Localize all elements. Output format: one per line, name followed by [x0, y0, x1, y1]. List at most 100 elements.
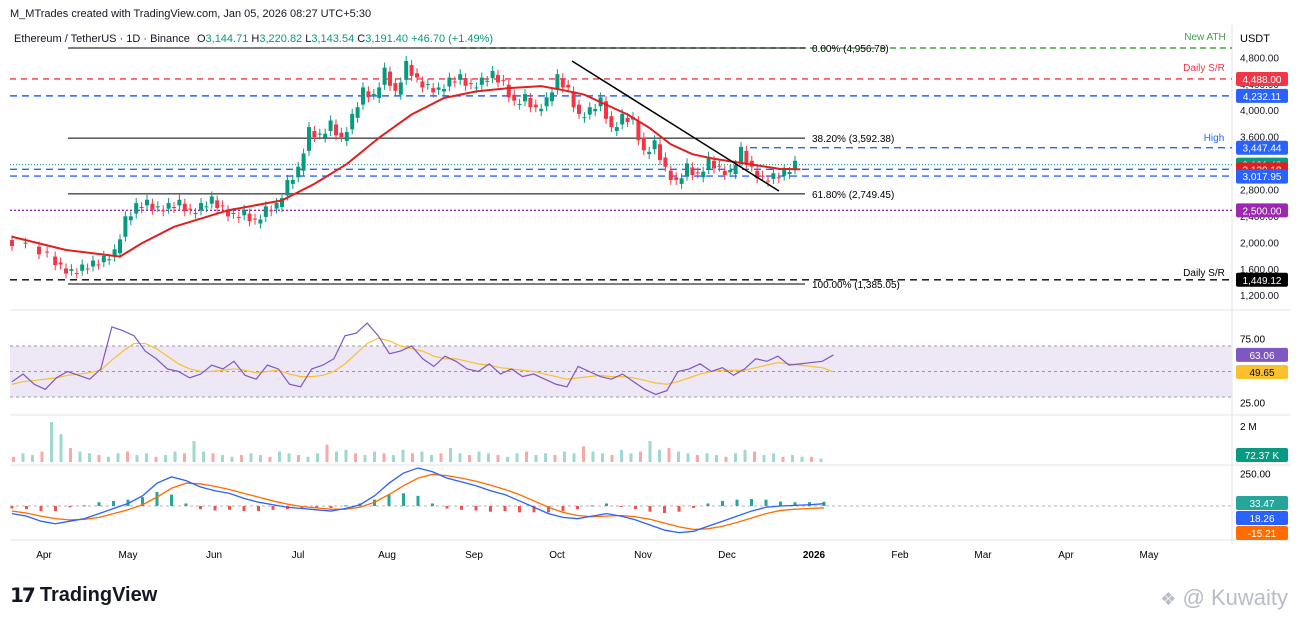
candle-body — [555, 74, 560, 90]
price-axis-badge — [1236, 203, 1288, 218]
volume-bar — [69, 448, 72, 462]
candle-body — [361, 87, 365, 105]
tradingview-logo[interactable]: 𝟭𝟳 TradingView — [10, 584, 158, 607]
candle-body — [528, 98, 533, 108]
candle-body — [404, 61, 409, 80]
x-axis-label: Jun — [206, 550, 222, 561]
candle-body — [334, 124, 338, 136]
candle-body — [587, 107, 592, 115]
macd-histogram-bar — [561, 506, 565, 512]
volume-bar — [724, 456, 728, 462]
macd-histogram-bar — [619, 506, 623, 507]
candle-body — [182, 203, 187, 212]
x-axis-label: Sep — [465, 550, 483, 561]
macd-histogram-bar — [793, 502, 797, 506]
candle-body — [45, 251, 50, 253]
volume-bar — [515, 453, 519, 462]
candle-body — [145, 199, 149, 206]
candle-body — [458, 74, 463, 80]
volume-bar — [145, 453, 148, 462]
x-axis-label: Apr — [36, 550, 52, 561]
chart-annotation: New ATH — [1184, 32, 1226, 43]
fib-label: 38.20% (3,592.38) — [812, 134, 894, 145]
volume-bar — [506, 456, 509, 462]
candle-body — [274, 203, 279, 209]
candle-body — [755, 170, 760, 179]
candle-body — [355, 107, 360, 118]
candle-body — [776, 177, 781, 179]
macd-histogram-bar — [242, 506, 246, 512]
volume-bar — [107, 456, 110, 462]
macd-histogram-bar — [692, 506, 695, 508]
macd-histogram-bar — [735, 499, 739, 506]
macd-histogram-bar — [25, 506, 28, 510]
volume-bar — [686, 453, 690, 462]
volume-bar — [658, 449, 661, 462]
volume-bar — [525, 451, 528, 462]
candle-body — [582, 117, 587, 119]
candle-body — [701, 171, 706, 178]
candle-body — [382, 67, 387, 85]
candle-body — [344, 132, 349, 141]
fib-label: 100.00% (1,385.05) — [812, 280, 900, 291]
candle-body — [431, 88, 436, 93]
x-axis-label: Dec — [718, 550, 736, 561]
ohlc-close: 3,191.40 — [365, 33, 409, 45]
volume-bar — [126, 451, 129, 462]
candle-body — [215, 200, 220, 209]
volume-badge — [1236, 448, 1288, 462]
candle-body — [571, 91, 576, 108]
volume-bar — [373, 451, 376, 462]
candle-body — [490, 70, 495, 79]
macd-histogram-bar — [228, 506, 231, 510]
candle-body — [193, 212, 198, 214]
volume-bar — [154, 456, 158, 462]
candle-body — [301, 153, 306, 171]
candle-body — [204, 206, 209, 208]
macd-histogram-bar — [460, 506, 463, 510]
descending-trendline — [571, 60, 780, 192]
volume-bar — [544, 453, 547, 462]
macd-histogram-bar — [112, 500, 115, 506]
macd-histogram-bar — [431, 503, 434, 506]
candle-body — [69, 269, 74, 271]
volume-bar — [59, 434, 63, 462]
macd-histogram-bar — [155, 492, 159, 506]
volume-bar — [477, 451, 481, 462]
candle-body — [782, 170, 787, 176]
macd-histogram-bar — [315, 506, 318, 508]
volume-bar — [791, 455, 794, 462]
candle-body — [463, 78, 468, 86]
volume-bar — [753, 451, 756, 462]
volume-bar — [439, 453, 443, 462]
y-axis-tick: 1,600.00 — [1240, 265, 1279, 276]
volume-bar — [363, 455, 367, 462]
symbol-legend[interactable]: Ethereum / TetherUS · 1D · Binance O3,14… — [14, 33, 493, 45]
price-axis-label: 4,488.00 — [1243, 75, 1282, 86]
volume-bar — [249, 453, 253, 462]
volume-bar — [620, 449, 623, 462]
candle-body — [339, 132, 344, 137]
candle-body — [760, 175, 765, 177]
volume-bar — [420, 451, 424, 462]
candle-body — [199, 203, 203, 211]
volume-bar — [582, 446, 585, 462]
volume-bar — [819, 458, 823, 462]
volume-bar — [325, 444, 329, 462]
macd-badge-label: 18.26 — [1249, 514, 1274, 525]
macd-badge — [1236, 526, 1288, 540]
price-axis-badge — [1236, 272, 1288, 287]
watermark-icon: ❖ — [1160, 589, 1177, 609]
candle-body — [150, 203, 155, 210]
candle-body — [236, 216, 241, 218]
macd-histogram-bar — [97, 502, 101, 506]
macd-badge-label: 33.47 — [1249, 499, 1274, 510]
candle-body — [517, 103, 522, 105]
x-axis-label: May — [1140, 550, 1159, 561]
candle-body — [620, 113, 625, 125]
candle-body — [690, 167, 695, 175]
rsi-axis-tick: 75.00 — [1240, 335, 1265, 346]
price-axis-label: 4,232.11 — [1243, 92, 1282, 103]
candle-body — [679, 178, 684, 184]
